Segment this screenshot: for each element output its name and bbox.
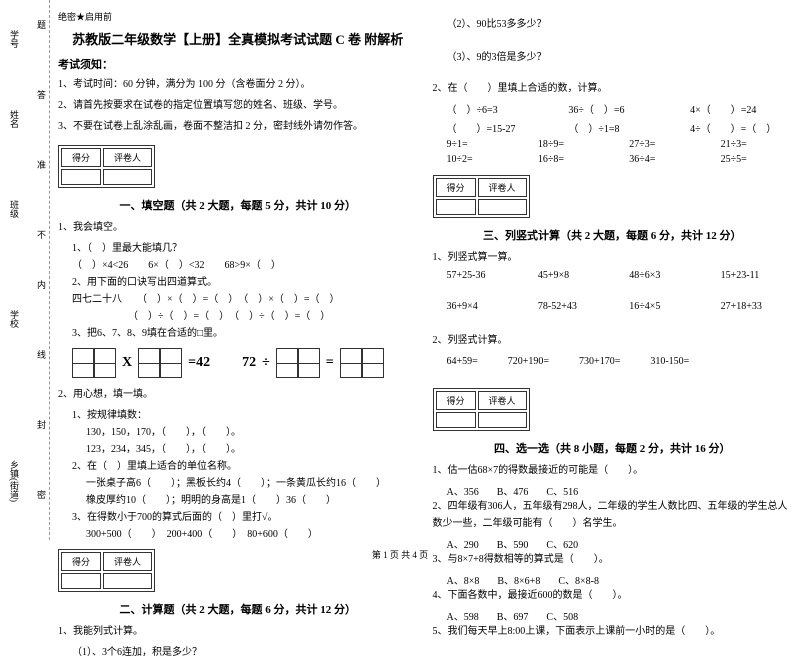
score-box: 得分 评卷人 — [433, 175, 530, 218]
side-label-town: 乡镇(街道) — [8, 460, 21, 502]
section-2-heading: 二、计算题（共 2 大题，每题 6 分，共计 12 分） — [58, 601, 418, 617]
q1-p3: 3、把6、7、8、9填在合适的□里。 — [72, 325, 418, 342]
q3-1: 1、列竖式算一算。 — [433, 249, 793, 266]
math-row: 36+9×478-52+4316÷4×527+18+33 — [447, 301, 793, 312]
q2-p1b: 123，234，345，（ ），（ ）。 — [86, 441, 418, 458]
page-footer: 第 1 页 共 4 页 — [0, 548, 800, 561]
fill-box — [138, 348, 182, 378]
score-box: 得分 评卷人 — [58, 145, 155, 188]
score-cell: 得分 — [436, 178, 476, 197]
q4-2: 2、四年级有306人，五年级有298人，二年级的学生人数比四、五年级的学生总人数… — [433, 498, 793, 532]
q3-p1: （1）、3个6连加，积是多少？ — [72, 644, 418, 661]
binding-char: 密 — [35, 490, 48, 499]
grader-cell: 评卷人 — [478, 178, 527, 197]
fill-box — [340, 348, 384, 378]
q1-p2a: 四七二十八 （ ）×（ ）=（ ） （ ）×（ ）=（ ） — [72, 291, 418, 308]
binding-char: 封 — [35, 420, 48, 429]
binding-char: 准 — [35, 160, 48, 169]
q4-4-opts: A、598B、697C、508 — [447, 608, 793, 623]
section-4-heading: 四、选一选（共 8 小题，每题 2 分，共计 16 分） — [433, 440, 793, 456]
q4-5: 5、我们每天早上8:00上课，下面表示上课前一小时的是（ ）。 — [433, 623, 793, 640]
q4-3-opts: A、8×8B、8×6+8C、8×8-8 — [447, 572, 793, 587]
side-label-class: 班级 — [8, 200, 21, 218]
side-label-name: 姓名 — [8, 110, 21, 128]
score-box: 得分 评卷人 — [433, 388, 530, 431]
q1-p2: 2、用下面的口诀写出四道算式。 — [72, 274, 418, 291]
score-cell: 得分 — [61, 148, 101, 167]
equation-row: X =42 72 ÷ = — [72, 348, 418, 378]
q4-1-opts: A、356B、476C、516 — [447, 483, 793, 498]
eq-result: =42 — [188, 355, 210, 371]
binding-char: 不 — [35, 230, 48, 239]
side-label-school: 学校 — [8, 310, 21, 328]
section-1-heading: 一、填空题（共 2 大题，每题 5 分，共计 10 分） — [58, 197, 418, 213]
q3-2a: 64+59= 720+190= 730+170= 310-150= — [447, 353, 793, 370]
q2-p3: 3、在得数小于700的算式后面的（ ）里打√。 — [72, 509, 418, 526]
q1-p1a: （ ）×4<26 6×（ ）<32 68>9×（ ） — [72, 257, 418, 274]
q4-1: 1、估一估68×7的得数最接近的可能是（ ）。 — [433, 462, 793, 479]
q3-2: 2、列竖式计算。 — [433, 332, 793, 349]
math-row: 9÷1=18÷9=27÷3=21÷3= — [447, 139, 793, 150]
score-cell: 得分 — [436, 391, 476, 410]
notice-item: 2、请首先按要求在试卷的指定位置填写您的姓名、班级、学号。 — [58, 97, 418, 115]
eq-72: 72 — [242, 355, 256, 371]
binding-char: 答 — [35, 90, 48, 99]
side-label-id: 学号 — [8, 30, 21, 48]
grader-cell: 评卷人 — [478, 391, 527, 410]
main-content: 绝密★启用前 苏教版二年级数学【上册】全真模拟考试试题 C 卷 附解析 考试须知… — [50, 0, 800, 540]
rq2-stem: 2、在（ ）里填上合适的数，计算。 — [433, 80, 793, 97]
q4-4: 4、下面各数中，最接近600的数是（ ）。 — [433, 587, 793, 604]
q2-stem: 2、用心想，填一填。 — [58, 386, 418, 403]
q1-p2b: （ ）÷（ ）=（ ） （ ）÷（ ）=（ ） — [128, 308, 418, 325]
q1-stem: 1、我会填空。 — [58, 219, 418, 236]
grader-cell: 评卷人 — [103, 148, 152, 167]
binding-char: 内 — [35, 280, 48, 289]
r2: （3）、9的3倍是多少？ — [447, 49, 793, 66]
q2-p1: 1、按规律填数： — [72, 407, 418, 424]
math-row: （ ）=15-27（ ）÷1=84÷（ ）=（ ） — [447, 120, 793, 135]
right-column: （2）、90比53多多少？ （3）、9的3倍是多少？ 2、在（ ）里填上合适的数… — [433, 10, 793, 530]
section-3-heading: 三、列竖式计算（共 2 大题，每题 6 分，共计 12 分） — [433, 227, 793, 243]
q2-p2a: 一张桌子高6（ ）；黑板长约4（ ）；一条黄瓜长约16（ ） — [86, 475, 418, 492]
q2-p3a: 300+500（ ） 200+400（ ） 80+600（ ） — [86, 526, 418, 543]
q2-p2: 2、在（ ）里填上适合的单位名称。 — [72, 458, 418, 475]
binding-char: 线 — [35, 350, 48, 359]
left-column: 绝密★启用前 苏教版二年级数学【上册】全真模拟考试试题 C 卷 附解析 考试须知… — [58, 10, 418, 530]
classification: 绝密★启用前 — [58, 10, 418, 23]
exam-title: 苏教版二年级数学【上册】全真模拟考试试题 C 卷 附解析 — [58, 29, 418, 48]
q2-p2b: 橡皮厚约10（ ）；明明的身高是1（ ）36（ ） — [86, 492, 418, 509]
notice-item: 3、不要在试卷上乱涂乱画，卷面不整洁扣 2 分，密封线外请勿作答。 — [58, 118, 418, 136]
equals-icon: = — [326, 355, 334, 371]
binding-char: 题 — [35, 20, 48, 29]
notice-item: 1、考试时间：60 分钟，满分为 100 分（含卷面分 2 分）。 — [58, 76, 418, 94]
times-icon: X — [122, 355, 132, 371]
q3-stem: 1、我能列式计算。 — [58, 623, 418, 640]
math-row: （ ）÷6=336÷（ ）=64×（ ）=24 — [447, 101, 793, 116]
r1: （2）、90比53多多少？ — [447, 16, 793, 33]
divide-icon: ÷ — [262, 355, 270, 371]
math-row: 10÷2=16÷8=36÷4=25÷5= — [447, 154, 793, 165]
fill-box — [72, 348, 116, 378]
q1-p1: 1、（ ）里最大能填几？ — [72, 240, 418, 257]
math-row: 57+25-3645+9×848÷6×315+23-11 — [447, 270, 793, 281]
notice-heading: 考试须知： — [58, 56, 418, 72]
binding-sidebar: 学号 姓名 班级 学校 乡镇(街道) 题 答 准 不 内 线 封 密 — [0, 0, 50, 540]
q2-p1a: 130，150，170，（ ），（ ）。 — [86, 424, 418, 441]
fill-box — [276, 348, 320, 378]
